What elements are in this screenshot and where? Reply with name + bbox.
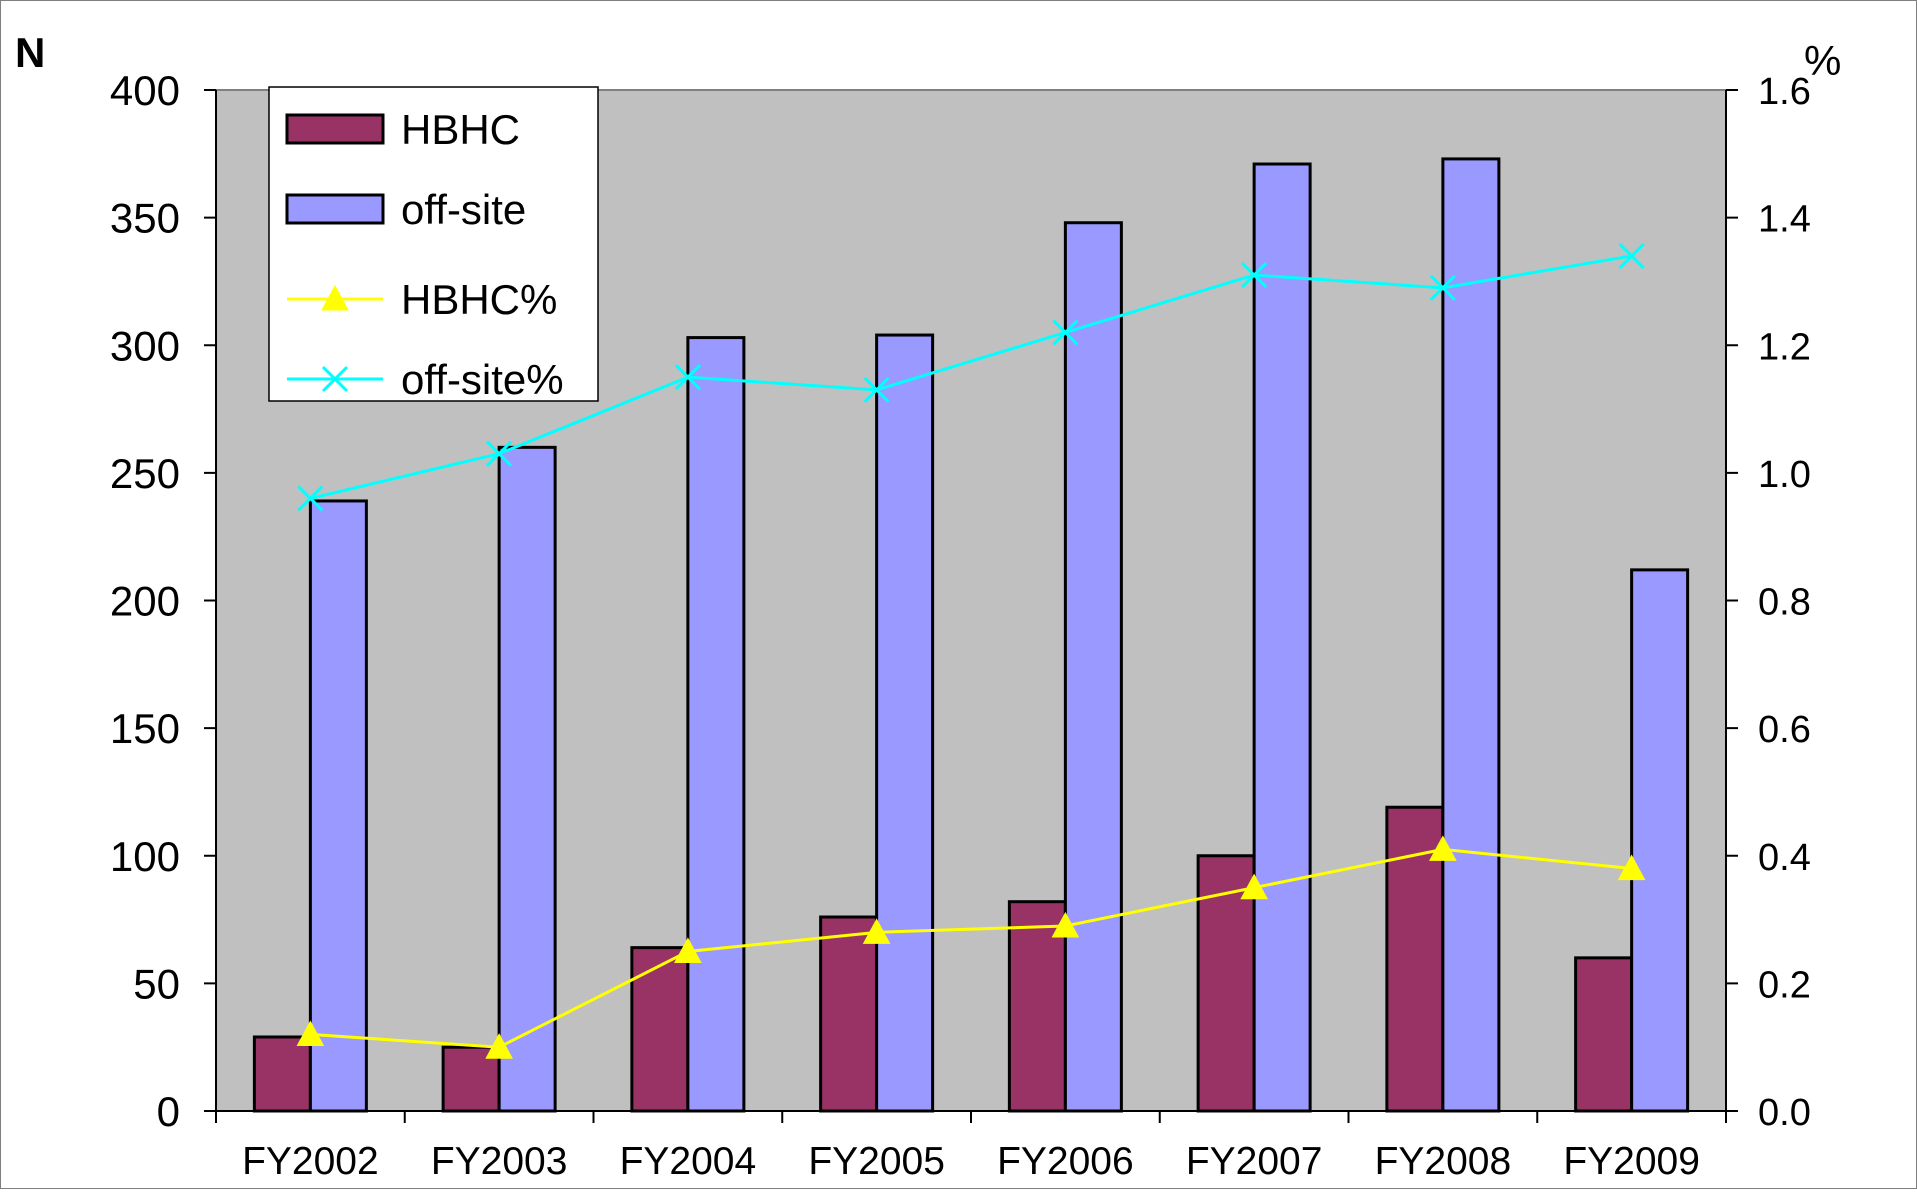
legend-label-hbhc-: HBHC% bbox=[401, 276, 557, 323]
point-hbhc--fy2007 bbox=[1240, 873, 1268, 900]
legend-label-off-site-: off-site% bbox=[401, 356, 564, 403]
x-marker-stroke bbox=[1052, 319, 1079, 346]
line-hbhc- bbox=[310, 847, 1632, 1049]
bar-off-site-fy2003 bbox=[497, 445, 557, 1113]
y-right-tick-label: 1.6 bbox=[1758, 71, 1811, 113]
x-marker-stroke bbox=[486, 440, 513, 467]
point-hbhc--fy2006 bbox=[1051, 911, 1080, 938]
point-off-site--fy2006 bbox=[1052, 319, 1079, 346]
x-marker-stroke bbox=[1241, 261, 1268, 289]
bar-off-site-fy2008 bbox=[1441, 157, 1501, 1113]
x-tick-label: FY2005 bbox=[808, 1140, 945, 1183]
point-hbhc--fy2005 bbox=[862, 918, 891, 944]
y-right-tick-label: 0.8 bbox=[1758, 582, 1811, 624]
bar-off-site-fy2009 bbox=[1630, 568, 1690, 1113]
x-marker-stroke bbox=[1429, 274, 1456, 301]
point-hbhc--fy2009 bbox=[1617, 854, 1646, 881]
point-off-site--fy2003 bbox=[486, 440, 513, 467]
bar-off-site-fy2004 bbox=[686, 336, 746, 1113]
bar-hbhc-fy2005 bbox=[819, 915, 879, 1113]
y-right-tick-label: 1.2 bbox=[1758, 326, 1811, 368]
y-axis-left-label: N bbox=[15, 29, 45, 76]
y-left-tick-label: 100 bbox=[110, 833, 180, 880]
bar-off-site-fy2002 bbox=[308, 499, 368, 1113]
y-right-tick-label: 1.0 bbox=[1758, 454, 1811, 496]
bar-off-site-fy2007 bbox=[1252, 162, 1312, 1113]
point-hbhc--fy2002 bbox=[296, 1020, 325, 1046]
y-right-tick-label: 0.6 bbox=[1758, 709, 1811, 751]
legend-label-hbhc: HBHC bbox=[401, 106, 520, 153]
bar-hbhc-fy2009 bbox=[1574, 956, 1634, 1113]
point-off-site--fy2004 bbox=[674, 364, 701, 391]
bar-off-site-fy2006 bbox=[1063, 221, 1123, 1113]
x-tick-label: FY2008 bbox=[1375, 1140, 1512, 1183]
y-left-tick-label: 0 bbox=[157, 1088, 180, 1135]
legend-marker-hbhc- bbox=[321, 284, 349, 311]
legend-label-off-site: off-site bbox=[401, 186, 526, 233]
x-marker-stroke bbox=[321, 365, 349, 393]
y-right-tick-label: 1.4 bbox=[1758, 199, 1811, 241]
y-left-tick-label: 200 bbox=[110, 578, 180, 625]
bar-hbhc-fy2004 bbox=[630, 946, 690, 1113]
x-marker-stroke bbox=[1618, 242, 1645, 269]
point-off-site--fy2005 bbox=[863, 376, 890, 403]
point-off-site--fy2007 bbox=[1241, 261, 1268, 289]
line-off-site- bbox=[310, 254, 1632, 500]
x-tick-label: FY2004 bbox=[620, 1140, 757, 1183]
bar-layer bbox=[252, 157, 1690, 1113]
y-left-tick-label: 150 bbox=[110, 705, 180, 752]
bar-off-site-fy2005 bbox=[875, 333, 935, 1113]
legend-swatch-off-site bbox=[285, 193, 385, 225]
x-tick-label: FY2002 bbox=[242, 1140, 379, 1183]
legend-marker-off-site- bbox=[321, 365, 349, 393]
x-marker-stroke bbox=[297, 485, 324, 512]
legend-swatch-hbhc bbox=[285, 113, 385, 145]
point-off-site--fy2009 bbox=[1618, 242, 1645, 269]
point-off-site--fy2002 bbox=[297, 485, 324, 512]
legend: HBHC off-site HBHC% off-site% bbox=[268, 86, 599, 403]
x-marker-stroke bbox=[863, 376, 890, 403]
line-layer bbox=[296, 242, 1646, 1059]
y-left-tick-label: 50 bbox=[133, 960, 180, 1007]
y-left-tick-label: 300 bbox=[110, 322, 180, 369]
point-hbhc--fy2004 bbox=[674, 937, 702, 964]
x-tick-label: FY2003 bbox=[431, 1140, 568, 1183]
x-tick-label: FY2006 bbox=[997, 1140, 1134, 1183]
y-left-tick-label: 250 bbox=[110, 450, 180, 497]
y-axis-right-label: % bbox=[1804, 37, 1841, 84]
point-hbhc--fy2003 bbox=[485, 1033, 513, 1059]
axes-layer: 0 50 100 150 200 250 300 350 400 0.0 0.2 0.4 0.6 0.8 1… bbox=[110, 67, 1811, 1183]
y-left-tick-label: 400 bbox=[110, 67, 180, 114]
bar-hbhc-fy2002 bbox=[252, 1035, 312, 1113]
x-tick-label: FY2009 bbox=[1563, 1140, 1700, 1183]
y-right-tick-label: 0.2 bbox=[1758, 964, 1811, 1006]
point-hbhc--fy2008 bbox=[1429, 835, 1457, 861]
y-right-tick-label: 0.4 bbox=[1758, 837, 1811, 879]
y-left-tick-label: 350 bbox=[110, 195, 180, 242]
x-marker-stroke bbox=[674, 364, 701, 391]
point-off-site--fy2008 bbox=[1429, 274, 1456, 301]
y-right-tick-label: 0.0 bbox=[1758, 1092, 1811, 1134]
x-tick-label: FY2007 bbox=[1186, 1140, 1323, 1183]
